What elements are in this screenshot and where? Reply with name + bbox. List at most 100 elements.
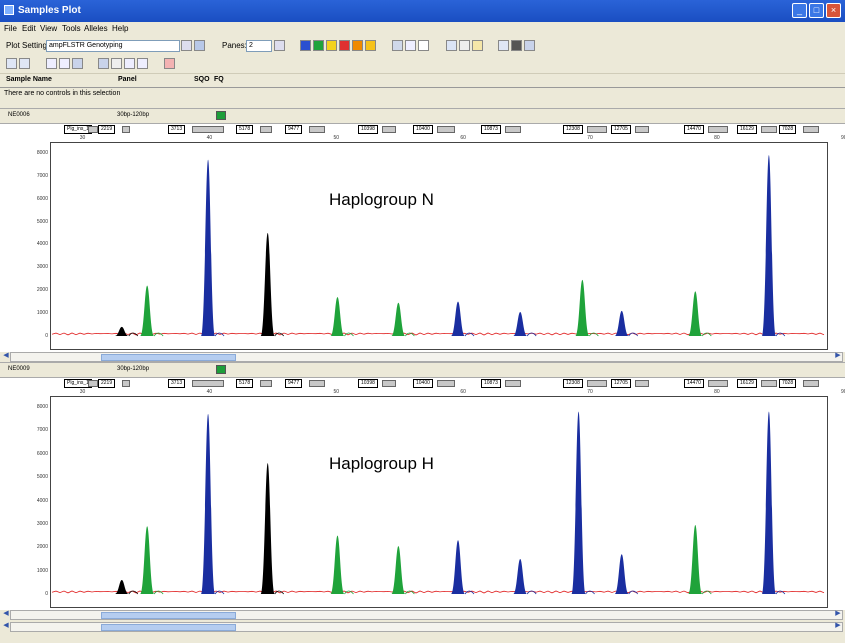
panes-select[interactable]: 2 <box>246 40 272 52</box>
marker-name: 10400 <box>413 379 433 388</box>
maximize-button[interactable]: □ <box>809 3 824 18</box>
filter-icon[interactable] <box>124 58 135 69</box>
minimize-button[interactable]: _ <box>792 3 807 18</box>
separate-icon[interactable] <box>111 58 122 69</box>
marker-name: 12308 <box>563 379 583 388</box>
y-tick-label: 0 <box>45 591 48 597</box>
marker-name: 12308 <box>563 125 583 134</box>
binning-icon[interactable] <box>459 40 470 51</box>
marker-name: 2219 <box>98 125 116 134</box>
delete-icon[interactable] <box>164 58 175 69</box>
x-tick-label: 30 <box>79 389 86 395</box>
scroll-thumb[interactable] <box>101 624 236 631</box>
print-preview-icon[interactable] <box>498 40 509 51</box>
print-icon[interactable] <box>511 40 522 51</box>
x-tick-label: 70 <box>587 389 593 395</box>
menu-tools[interactable]: Tools <box>62 24 81 33</box>
menu-bar: File Edit View Tools Alleles Help <box>0 22 845 36</box>
next-sample-icon[interactable] <box>19 58 30 69</box>
dropdown-arrow-icon[interactable] <box>181 40 192 51</box>
peak-shoulder <box>526 590 537 595</box>
peak <box>688 525 703 594</box>
peak <box>330 535 345 594</box>
peak-shoulder <box>775 332 786 337</box>
panes-dropdown-icon[interactable] <box>274 40 285 51</box>
orange-dye-icon[interactable] <box>352 40 363 51</box>
label-icon[interactable] <box>472 40 483 51</box>
blue-dye-icon[interactable] <box>300 40 311 51</box>
menu-alleles[interactable]: Alleles <box>84 24 108 33</box>
overlay-icon[interactable] <box>98 58 109 69</box>
window-title: Samples Plot <box>18 5 81 16</box>
y-tick-label: 0 <box>45 333 48 339</box>
menu-view[interactable]: View <box>40 24 58 33</box>
plot-setting-edit-icon[interactable] <box>194 40 205 51</box>
marker-bin <box>635 126 649 133</box>
menu-help[interactable]: Help <box>112 24 129 33</box>
marker-name: 14470 <box>684 125 704 134</box>
status-message: There are no controls in this selection <box>4 90 121 97</box>
x-tick-label: 40 <box>206 389 213 395</box>
scroll-thumb[interactable] <box>101 612 236 619</box>
peak-view-icon[interactable] <box>418 40 429 51</box>
peak-shoulder <box>628 590 639 595</box>
marker-name: 14470 <box>684 379 704 388</box>
pan-left-icon[interactable] <box>46 58 57 69</box>
previous-sample-icon[interactable] <box>6 58 17 69</box>
full-view-icon[interactable] <box>72 58 83 69</box>
y-tick-label: 8000 <box>36 404 48 410</box>
scroll-right-icon[interactable]: ▶ <box>835 610 841 617</box>
all-dyes-icon[interactable] <box>365 40 376 51</box>
scroll-left-icon[interactable]: ◀ <box>3 610 9 617</box>
scroll-right-icon[interactable]: ▶ <box>835 352 841 359</box>
export-icon[interactable] <box>524 40 535 51</box>
x-tick-label: 30 <box>79 135 86 141</box>
green-dye-icon[interactable] <box>313 40 324 51</box>
x-tick-label: 70 <box>587 135 593 141</box>
peak-shoulder <box>128 332 139 337</box>
scroll-thumb[interactable] <box>101 354 236 361</box>
electropherogram-pane-2: NE0009 30bp-120bp Haplogroup H Plg_ins_1… <box>0 362 845 610</box>
app-icon <box>4 5 14 15</box>
scroll-left-icon[interactable]: ◀ <box>3 622 9 629</box>
menu-edit[interactable]: Edit <box>22 24 36 33</box>
horizontal-scrollbar-2[interactable] <box>10 610 843 620</box>
pane-header: NE0006 30bp-120bp <box>0 108 845 124</box>
horizontal-scrollbar-3[interactable] <box>10 622 843 632</box>
peak <box>571 411 586 594</box>
haplogroup-annotation: Haplogroup H <box>329 454 434 473</box>
red-dye-icon[interactable] <box>339 40 350 51</box>
panes-label: Panes: <box>222 41 247 50</box>
x-tick-label: 90 <box>841 389 845 395</box>
table-view-icon[interactable] <box>392 40 403 51</box>
peak <box>140 285 155 336</box>
horizontal-scrollbar-1[interactable] <box>10 352 843 362</box>
zoom-icon[interactable] <box>446 40 457 51</box>
marker-bin <box>635 380 649 387</box>
marker-bin <box>88 126 98 133</box>
close-button[interactable]: × <box>826 3 841 18</box>
marker-name: 16129 <box>737 125 757 134</box>
list-view-icon[interactable] <box>405 40 416 51</box>
marker-name: 3713 <box>168 125 186 134</box>
scroll-left-icon[interactable]: ◀ <box>3 352 9 359</box>
marker-name: 10873 <box>481 379 501 388</box>
sizing-icon[interactable] <box>137 58 148 69</box>
green-dye-toggle[interactable] <box>216 111 226 120</box>
x-tick-label: 50 <box>333 135 340 141</box>
green-dye-toggle[interactable] <box>216 365 226 374</box>
peak-shoulder <box>153 590 164 595</box>
x-tick-label: 90 <box>841 135 845 141</box>
peak <box>761 411 776 594</box>
peak <box>451 540 466 594</box>
yellow-dye-icon[interactable] <box>326 40 337 51</box>
peak-shoulder <box>214 590 225 595</box>
marker-name: 16129 <box>737 379 757 388</box>
plot-setting-select[interactable]: ampFLSTR Genotyping <box>46 40 180 52</box>
x-tick-label: 40 <box>206 135 213 141</box>
marker-bin <box>803 126 819 133</box>
menu-file[interactable]: File <box>4 24 17 33</box>
pan-right-icon[interactable] <box>59 58 70 69</box>
marker-bin <box>192 380 224 387</box>
scroll-right-icon[interactable]: ▶ <box>835 622 841 629</box>
